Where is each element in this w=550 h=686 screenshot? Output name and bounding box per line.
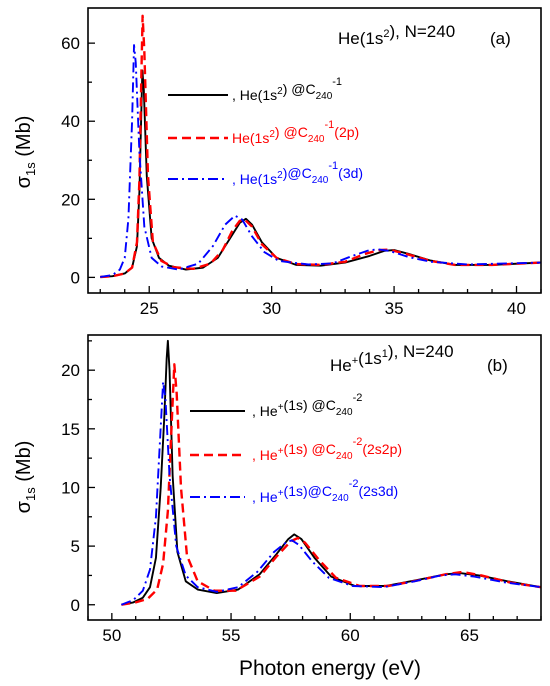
y-tick-label: 10: [61, 478, 80, 497]
y-tick-label: 15: [61, 420, 80, 439]
y-tick-label: 20: [61, 361, 80, 380]
y-tick-label: 40: [61, 112, 80, 131]
x-tick-label: 25: [140, 299, 159, 318]
y-tick-label: 5: [71, 537, 80, 556]
x-tick-label: 60: [341, 626, 360, 645]
panel-b-label: (b): [487, 356, 508, 375]
x-tick-label: 55: [222, 626, 241, 645]
x-tick-label: 65: [460, 626, 479, 645]
y-tick-label: 0: [71, 596, 80, 615]
y-tick-label: 60: [61, 34, 80, 53]
panel-a-y-axis-label: σ1s (Mb): [13, 116, 38, 189]
panel-b-y-axis-label: σ1s (Mb): [13, 441, 38, 514]
x-tick-label: 35: [385, 299, 404, 318]
y-tick-label: 0: [71, 268, 80, 287]
x-tick-label: 50: [102, 626, 121, 645]
y-tick-label: 20: [61, 190, 80, 209]
panel-b-x-axis-label: Photon energy (eV): [239, 657, 421, 680]
panel-a-label: (a): [490, 29, 511, 48]
x-tick-label: 30: [262, 299, 281, 318]
x-tick-label: 40: [507, 299, 526, 318]
